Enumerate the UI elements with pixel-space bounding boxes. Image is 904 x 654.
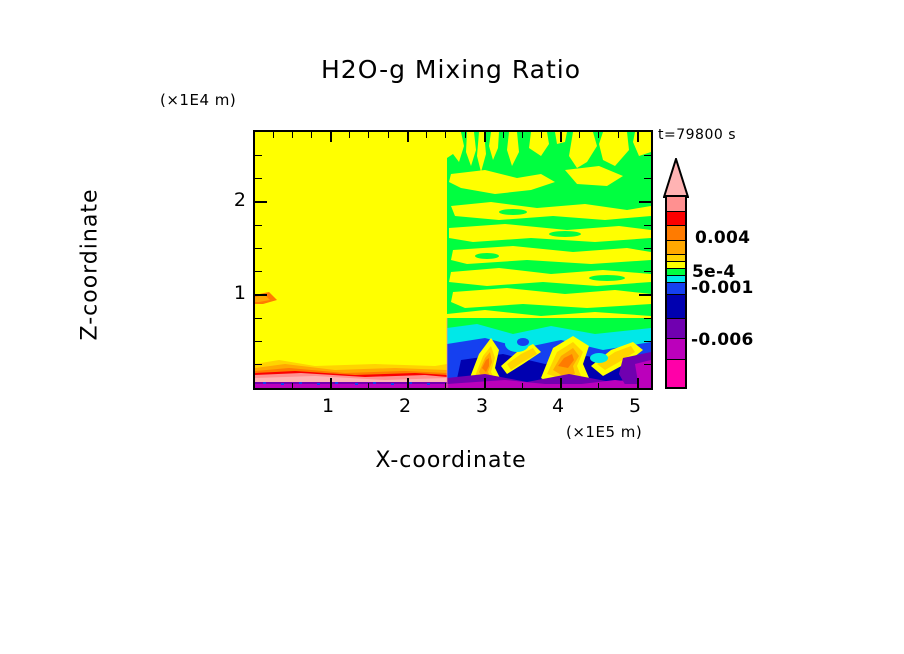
y-tick-label: 1 — [233, 282, 246, 304]
colorbar-segment — [667, 262, 685, 270]
y-minor-tick-right — [644, 364, 651, 365]
y-minor-tick-right — [644, 248, 651, 249]
colorbar-segment — [667, 226, 685, 241]
x-major-tick — [407, 378, 409, 388]
colorbar-segment — [667, 269, 685, 276]
x-major-tick-top — [484, 132, 486, 142]
x-minor-tick-top — [522, 132, 523, 138]
colorbar-segment — [667, 275, 685, 283]
y-minor-tick — [255, 178, 262, 179]
x-major-tick — [560, 378, 562, 388]
colorbar-tick-label: 5e-4 — [692, 262, 736, 282]
page-title: H2O-g Mixing Ratio — [320, 55, 582, 84]
colorbar-segment — [667, 240, 685, 256]
y-axis-unit-label: (×1E4 m) — [160, 91, 237, 109]
y-major-tick — [255, 201, 267, 203]
x-major-tick — [330, 378, 332, 388]
x-minor-tick-top — [618, 132, 619, 138]
x-major-tick-top — [330, 132, 332, 142]
x-axis-title: X-coordinate — [375, 448, 527, 473]
x-major-tick-top — [637, 132, 639, 142]
colorbar[interactable] — [665, 195, 687, 389]
y-tick-label: 2 — [233, 189, 246, 211]
colorbar-segment — [667, 359, 685, 387]
y-minor-tick — [255, 248, 262, 249]
y-axis-title: Z-coordinate — [77, 188, 103, 341]
x-minor-tick-top — [388, 132, 389, 138]
x-minor-tick-top — [368, 132, 369, 138]
y-major-tick-right — [639, 294, 651, 296]
x-tick-label: 5 — [628, 395, 642, 417]
colorbar-segment — [667, 197, 685, 212]
y-minor-tick — [255, 364, 262, 365]
x-major-tick — [484, 378, 486, 388]
x-tick-label: 1 — [321, 395, 335, 417]
x-tick-label: 2 — [398, 395, 412, 417]
x-tick-label: 3 — [475, 395, 489, 417]
y-major-tick-right — [639, 201, 651, 203]
colorbar-segment — [667, 211, 685, 227]
x-major-tick-top — [407, 132, 409, 142]
y-minor-tick — [255, 318, 262, 319]
x-minor-tick-top — [465, 132, 466, 138]
x-tick-label: 4 — [551, 395, 565, 417]
x-axis-unit-label: (×1E5 m) — [566, 423, 643, 441]
x-minor-tick-top — [311, 132, 312, 138]
x-minor-tick-top — [579, 132, 580, 138]
y-minor-tick — [255, 271, 262, 272]
x-minor-tick-top — [598, 132, 599, 138]
colorbar-extend-arrow-icon — [663, 158, 689, 198]
y-minor-tick-right — [644, 225, 651, 226]
contour-plot-area[interactable] — [253, 130, 653, 390]
x-minor-tick-top — [349, 132, 350, 138]
x-minor-tick-top — [273, 132, 274, 138]
x-minor-tick — [292, 383, 293, 388]
x-major-tick-top — [560, 132, 562, 142]
y-minor-tick — [255, 341, 262, 342]
colorbar-segment — [667, 295, 685, 319]
y-minor-tick-right — [644, 341, 651, 342]
colorbar-tick-label: -0.001 — [691, 278, 754, 298]
colorbar-tick-label: 0.004 — [695, 228, 751, 248]
contour-field — [255, 132, 651, 388]
x-minor-tick-top — [541, 132, 542, 138]
timestamp-annotation: t=79800 s — [658, 127, 736, 143]
colorbar-segment — [667, 282, 685, 296]
colorbar-segment — [667, 318, 685, 340]
y-minor-tick — [255, 225, 262, 226]
x-minor-tick-top — [503, 132, 504, 138]
colorbar-tick-label: -0.006 — [691, 330, 754, 350]
x-minor-tick — [522, 383, 523, 388]
colorbar-segment — [667, 339, 685, 360]
colorbar-segment — [667, 255, 685, 263]
y-minor-tick-right — [644, 178, 651, 179]
y-minor-tick-right — [644, 271, 651, 272]
x-minor-tick-top — [292, 132, 293, 138]
x-minor-tick — [598, 383, 599, 388]
x-minor-tick-top — [445, 132, 446, 138]
x-minor-tick-top — [426, 132, 427, 138]
x-major-tick — [637, 378, 639, 388]
y-minor-tick-right — [644, 155, 651, 156]
x-minor-tick — [368, 383, 369, 388]
y-major-tick — [255, 294, 267, 296]
x-minor-tick — [445, 383, 446, 388]
y-minor-tick-right — [644, 318, 651, 319]
y-minor-tick — [255, 155, 262, 156]
